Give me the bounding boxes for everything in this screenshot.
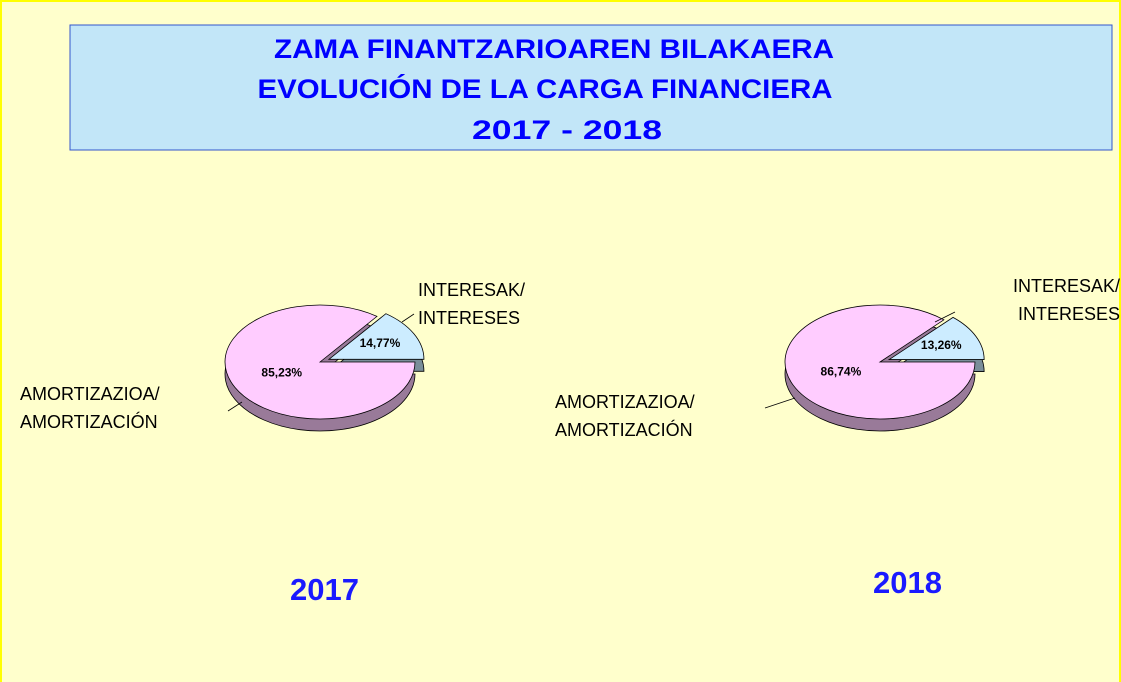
header-line: 2017 - 2018 — [472, 115, 662, 145]
pie-slice — [327, 313, 425, 360]
pie-slice — [784, 304, 976, 420]
pie-slice — [224, 304, 416, 420]
header-box — [69, 24, 1113, 151]
pie-slice — [887, 316, 985, 360]
category-label: INTERESAK/ INTERESES — [1012, 276, 1120, 324]
data-label: 85,23% — [261, 366, 302, 380]
category-label-box: AMORTIZAZIOA/ AMORTIZACIÓN — [20, 384, 160, 432]
category-label-box: INTERESAK/ INTERESES — [1012, 276, 1120, 324]
category-label-box: INTERESAK/ INTERESES — [418, 280, 526, 328]
leader-line — [401, 313, 415, 323]
header-line: EVOLUCIÓN DE LA CARGA FINANCIERA — [258, 73, 833, 104]
category-label-box: AMORTIZAZIOA/ AMORTIZACIÓN — [555, 392, 695, 440]
data-label: 13,26% — [921, 338, 962, 352]
leader-line — [227, 401, 243, 412]
category-label: AMORTIZAZIOA/ AMORTIZACIÓN — [20, 384, 160, 432]
data-label: 86,74% — [821, 365, 862, 379]
leader-line — [764, 397, 796, 409]
chart-title: 2017 — [290, 572, 359, 607]
data-label: 14,77% — [360, 336, 401, 350]
chart-title: 2018 — [873, 565, 942, 600]
header-line: ZAMA FINANTZARIOAREN BILAKAERA — [274, 34, 834, 64]
category-label: INTERESAK/ INTERESES — [418, 280, 526, 328]
category-label: AMORTIZAZIOA/ AMORTIZACIÓN — [555, 392, 695, 440]
leader-line — [934, 311, 956, 323]
